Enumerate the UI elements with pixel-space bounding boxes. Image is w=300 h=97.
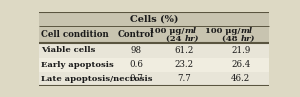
Bar — [39, 26, 269, 43]
Text: Cell condition: Cell condition — [41, 30, 109, 39]
Text: Cells (%): Cells (%) — [130, 15, 178, 24]
Text: Late apoptosis/necrosis: Late apoptosis/necrosis — [41, 75, 153, 83]
Text: 0.6: 0.6 — [129, 60, 143, 69]
Text: 100 μg/: 100 μg/ — [205, 27, 241, 35]
Text: hr): hr) — [184, 35, 199, 43]
Text: 100 μg/: 100 μg/ — [149, 27, 184, 35]
Bar — [39, 72, 269, 86]
Text: Early apoptosis: Early apoptosis — [41, 61, 114, 69]
Text: Control: Control — [118, 30, 154, 39]
Text: 98: 98 — [130, 46, 142, 55]
Text: 26.4: 26.4 — [231, 60, 250, 69]
Bar — [39, 12, 269, 26]
Text: hr): hr) — [241, 35, 255, 43]
Text: ml: ml — [241, 27, 253, 35]
Text: 7.7: 7.7 — [177, 74, 191, 83]
Text: 21.9: 21.9 — [231, 46, 250, 55]
Text: ml: ml — [184, 27, 196, 35]
Text: (24: (24 — [166, 35, 184, 43]
Text: Viable cells: Viable cells — [41, 46, 96, 55]
Text: (48: (48 — [222, 35, 241, 43]
Text: 61.2: 61.2 — [175, 46, 194, 55]
Text: 0.7: 0.7 — [129, 74, 143, 83]
Text: 46.2: 46.2 — [231, 74, 250, 83]
Bar — [39, 58, 269, 72]
Text: 23.2: 23.2 — [175, 60, 194, 69]
Bar — [39, 43, 269, 58]
